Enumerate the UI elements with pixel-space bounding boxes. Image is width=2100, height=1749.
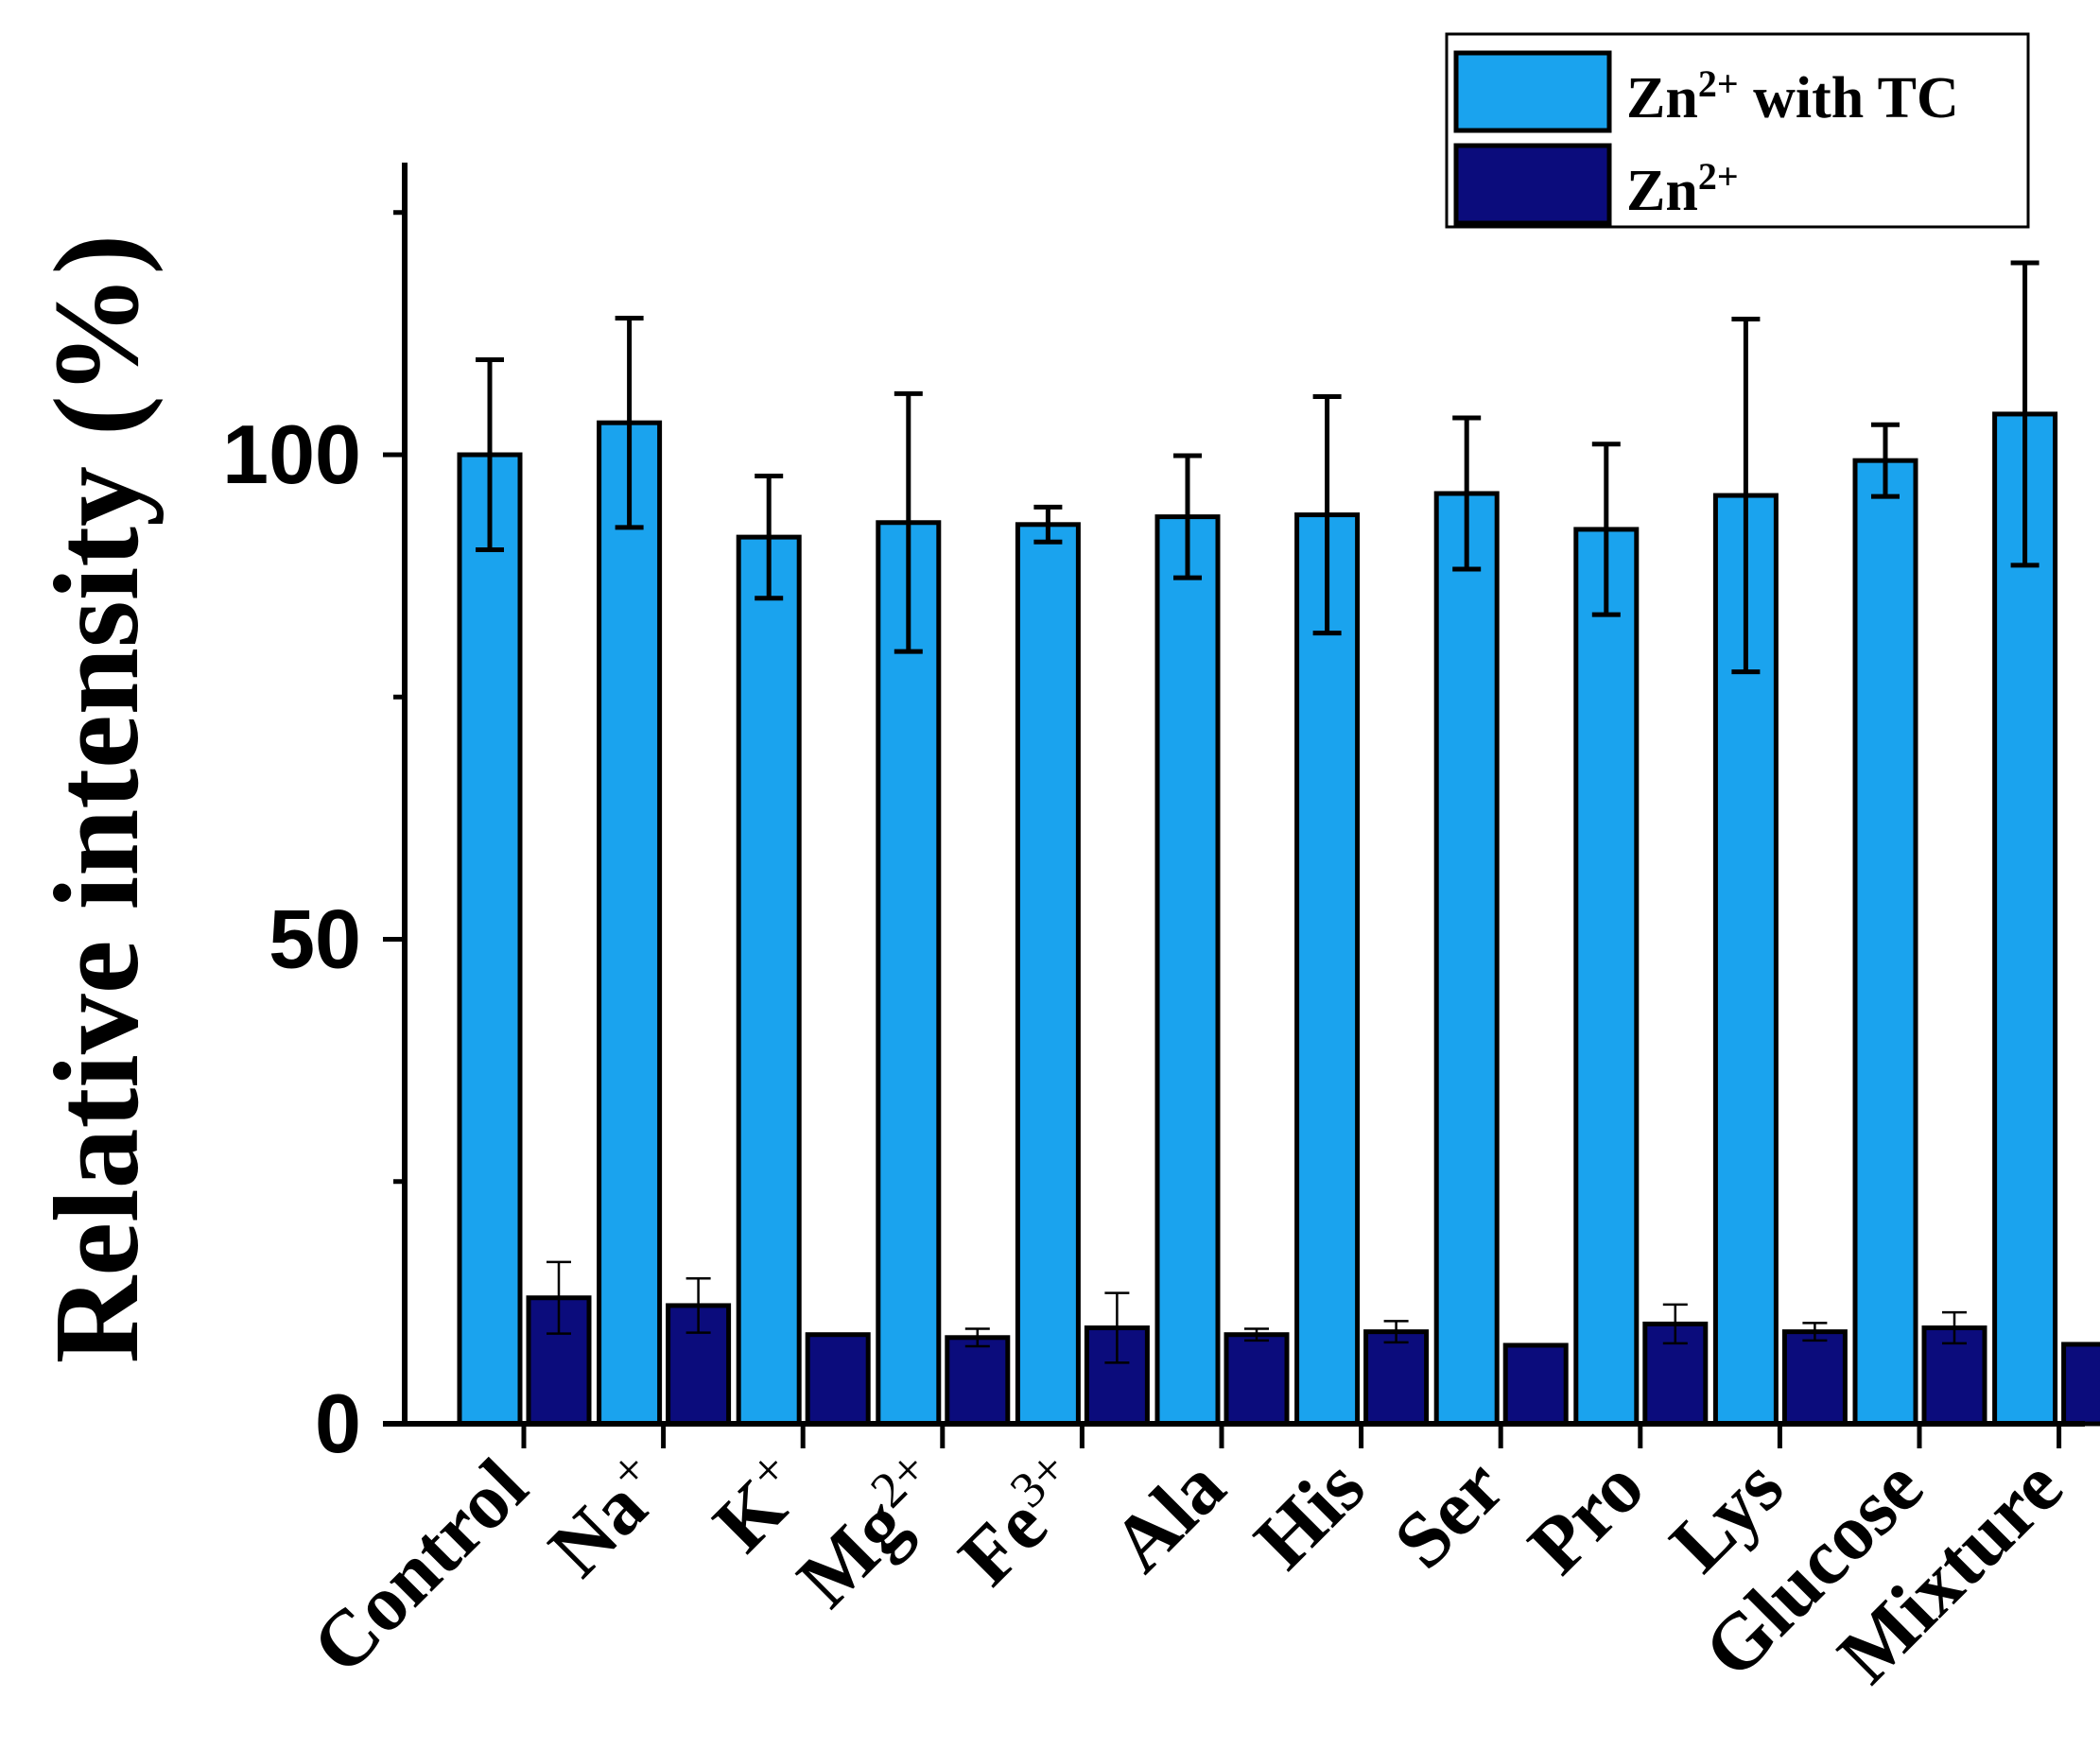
x-tick-label-0: Control [296,1443,545,1691]
bar-s1-7 [1433,491,1500,1427]
bar-s2-6 [1363,1329,1430,1427]
legend-label-2: Zn2+ [1626,155,1739,224]
bar-s1-5 [1154,514,1221,1427]
y-axis-label: Relative intensity (%) [29,234,164,1363]
bar-s2-7 [1502,1342,1569,1427]
y-tick-label-50: 50 [269,892,361,986]
x-tick-label-5: Ala [1096,1443,1242,1589]
bar-s1-6 [1294,512,1361,1427]
bar-s2-11 [2061,1342,2100,1427]
x-tick-label-3: Mg2+ [778,1440,963,1624]
bar-s1-11 [1992,411,2058,1427]
legend: Zn2+ with TC Zn2+ [1445,32,2030,229]
y-tick-label-100: 100 [222,407,361,501]
legend-swatch-1 [1453,50,1612,133]
y-tick-label-0: 0 [315,1377,361,1470]
x-tick-label-8: Pro [1512,1443,1660,1591]
bar-s1-10 [1852,458,1918,1427]
bar-s1-0 [457,452,523,1427]
x-tick-label-6: His [1238,1443,1381,1586]
x-tick-label-1: Na+ [529,1440,684,1594]
bar-s2-9 [1781,1329,1848,1427]
bar-s1-3 [876,520,942,1427]
bar-s1-4 [1015,522,1081,1427]
bar-s2-3 [945,1335,1011,1427]
x-tick-label-4: Fe3+ [940,1440,1102,1602]
legend-swatch-2 [1453,143,1612,226]
bar-s1-8 [1573,527,1640,1427]
bar-s2-2 [805,1332,871,1427]
bar-s1-2 [736,534,802,1427]
legend-label-1: Zn2+ with TC [1626,62,1959,131]
bar-s1-1 [597,420,663,1427]
bar-s2-5 [1224,1332,1290,1427]
x-tick-label-7: Ser [1378,1443,1521,1586]
